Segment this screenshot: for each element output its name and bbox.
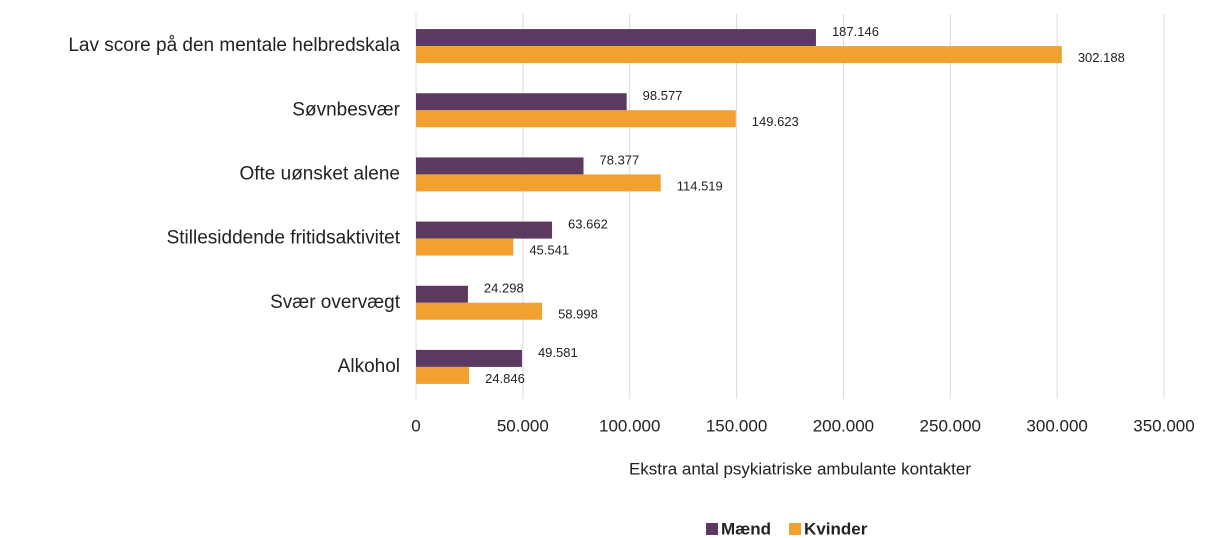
value-label: 302.188: [1078, 50, 1125, 65]
value-label: 98.577: [643, 88, 683, 103]
x-tick-label: 350.000: [1133, 416, 1194, 435]
category-label: Svær overvægt: [270, 292, 401, 313]
value-label: 24.298: [484, 281, 524, 296]
legend-label: Mænd: [721, 519, 771, 538]
x-tick-label: 50.000: [497, 416, 549, 435]
value-label: 45.541: [529, 243, 569, 258]
value-label: 149.623: [752, 114, 799, 129]
value-label: 58.998: [558, 307, 598, 322]
value-label: 187.146: [832, 24, 879, 39]
category-label: Søvnbesvær: [292, 99, 400, 120]
value-label: 49.581: [538, 345, 578, 360]
bar: [416, 221, 553, 239]
bar: [416, 46, 1062, 64]
bar: [416, 302, 543, 320]
value-label: 114.519: [677, 178, 723, 193]
x-tick-label: 100.000: [599, 416, 660, 435]
legend-swatch: [706, 523, 718, 535]
bar: [416, 366, 470, 384]
bar: [416, 238, 514, 256]
bar: [416, 29, 816, 47]
bar: [416, 349, 522, 367]
x-tick-label: 150.000: [706, 416, 767, 435]
bar: [416, 157, 584, 175]
category-label: Ofte uønsket alene: [239, 163, 400, 184]
category-label: Lav score på den mentale helbredskala: [68, 35, 400, 56]
x-axis-title: Ekstra antal psykiatriske ambulante kont…: [629, 459, 971, 478]
x-tick-label: 300.000: [1026, 416, 1087, 435]
value-label: 78.377: [600, 152, 640, 167]
bar: [416, 110, 736, 128]
x-tick-label: 0: [411, 416, 420, 435]
bar: [416, 174, 661, 192]
value-label: 24.846: [485, 371, 525, 386]
bar: [416, 93, 627, 111]
category-label: Stillesiddende fritidsaktivitet: [167, 228, 401, 249]
bar: [416, 285, 468, 303]
legend-label: Kvinder: [804, 519, 868, 538]
x-tick-label: 200.000: [813, 416, 874, 435]
legend-swatch: [789, 523, 802, 535]
category-label: Alkohol: [338, 356, 400, 377]
value-label: 63.662: [568, 217, 608, 232]
x-tick-label: 250.000: [920, 416, 981, 435]
